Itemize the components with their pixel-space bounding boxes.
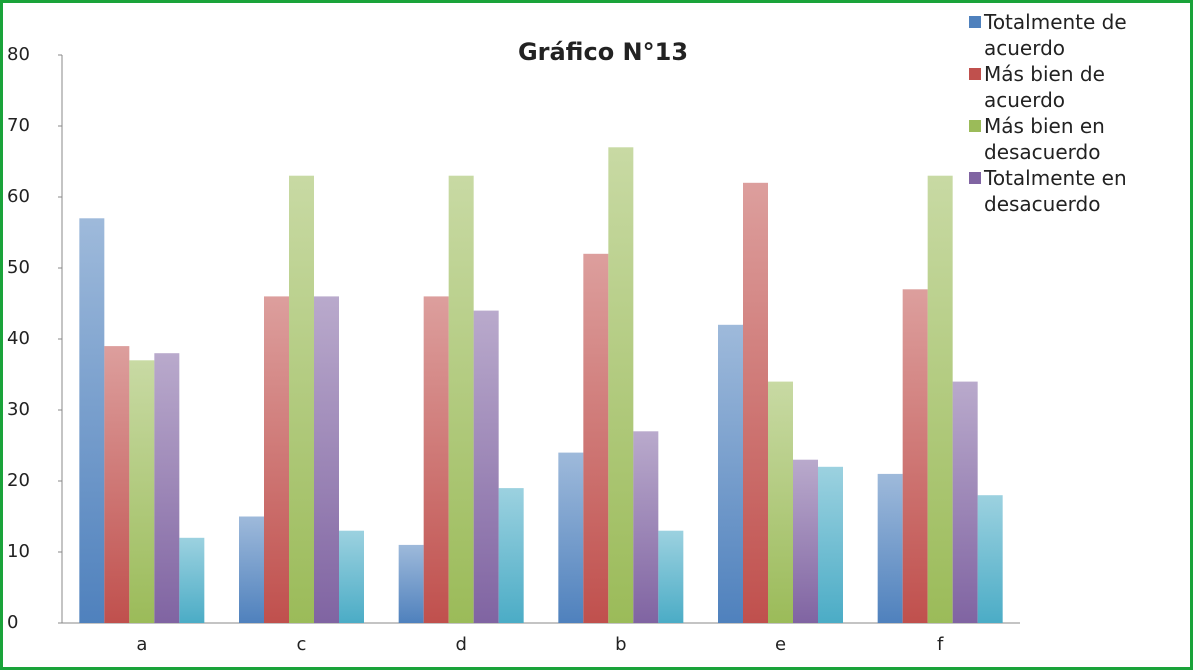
bar — [743, 182, 768, 624]
bar — [633, 431, 659, 623]
legend-item: Totalmente de acuerdo — [969, 9, 1169, 61]
bar — [398, 544, 424, 623]
bar — [423, 296, 449, 623]
bar — [793, 459, 818, 623]
legend-item: Más bien de acuerdo — [969, 61, 1169, 113]
y-tick-label: 80 — [7, 44, 30, 65]
x-tick-label: e — [775, 634, 786, 655]
x-tick-label: a — [136, 634, 147, 655]
chart: Gráfico N°13 0 10 20 30 40 50 60 70 80 a c d b e f — [7, 38, 1020, 655]
bar — [448, 175, 474, 623]
bar — [154, 353, 180, 623]
x-tick-label: d — [455, 634, 466, 655]
bar — [583, 253, 609, 624]
y-tick-label: 40 — [7, 328, 30, 349]
x-tick-label: f — [937, 634, 944, 655]
y-tick-label: 10 — [7, 541, 30, 562]
legend-swatch — [969, 16, 981, 28]
bar — [179, 537, 205, 623]
bar — [79, 218, 105, 624]
y-tick-label: 50 — [7, 257, 30, 278]
bar — [498, 488, 524, 623]
bar — [608, 147, 634, 624]
bar — [768, 381, 793, 623]
bar — [952, 381, 978, 623]
bar — [104, 346, 130, 623]
bar — [314, 296, 339, 623]
y-tick-label: 60 — [7, 186, 30, 207]
legend-label: Más bien en desacuerdo — [984, 114, 1105, 164]
bar — [129, 360, 155, 623]
legend-label: Totalmente en desacuerdo — [984, 166, 1127, 216]
bar — [927, 175, 953, 623]
bar — [818, 466, 843, 623]
y-tick-label: 70 — [7, 115, 30, 136]
bar — [718, 324, 743, 623]
y-tick-label: 20 — [7, 470, 30, 491]
legend-item: Totalmente en desacuerdo — [969, 165, 1169, 217]
x-tick-label: c — [297, 634, 307, 655]
bar — [264, 296, 289, 623]
bar — [902, 289, 928, 623]
legend-swatch — [969, 172, 981, 184]
x-tick-label: b — [615, 634, 626, 655]
legend-label: Totalmente de acuerdo — [984, 10, 1127, 60]
bar — [658, 530, 684, 623]
legend-swatch — [969, 68, 981, 80]
y-tick-label: 0 — [7, 612, 18, 633]
y-tick-label: 30 — [7, 399, 30, 420]
bar — [339, 530, 364, 623]
bar — [877, 473, 903, 623]
bar — [977, 495, 1003, 623]
bar — [558, 452, 584, 623]
legend-swatch — [969, 120, 981, 132]
legend-label: Más bien de acuerdo — [984, 62, 1105, 112]
bar — [239, 516, 264, 623]
legend: Totalmente de acuerdo Más bien de acuerdo… — [969, 9, 1169, 217]
bar — [473, 310, 499, 623]
chart-title: Gráfico N°13 — [518, 38, 688, 66]
bar — [289, 175, 314, 623]
legend-item: Más bien en desacuerdo — [969, 113, 1169, 165]
